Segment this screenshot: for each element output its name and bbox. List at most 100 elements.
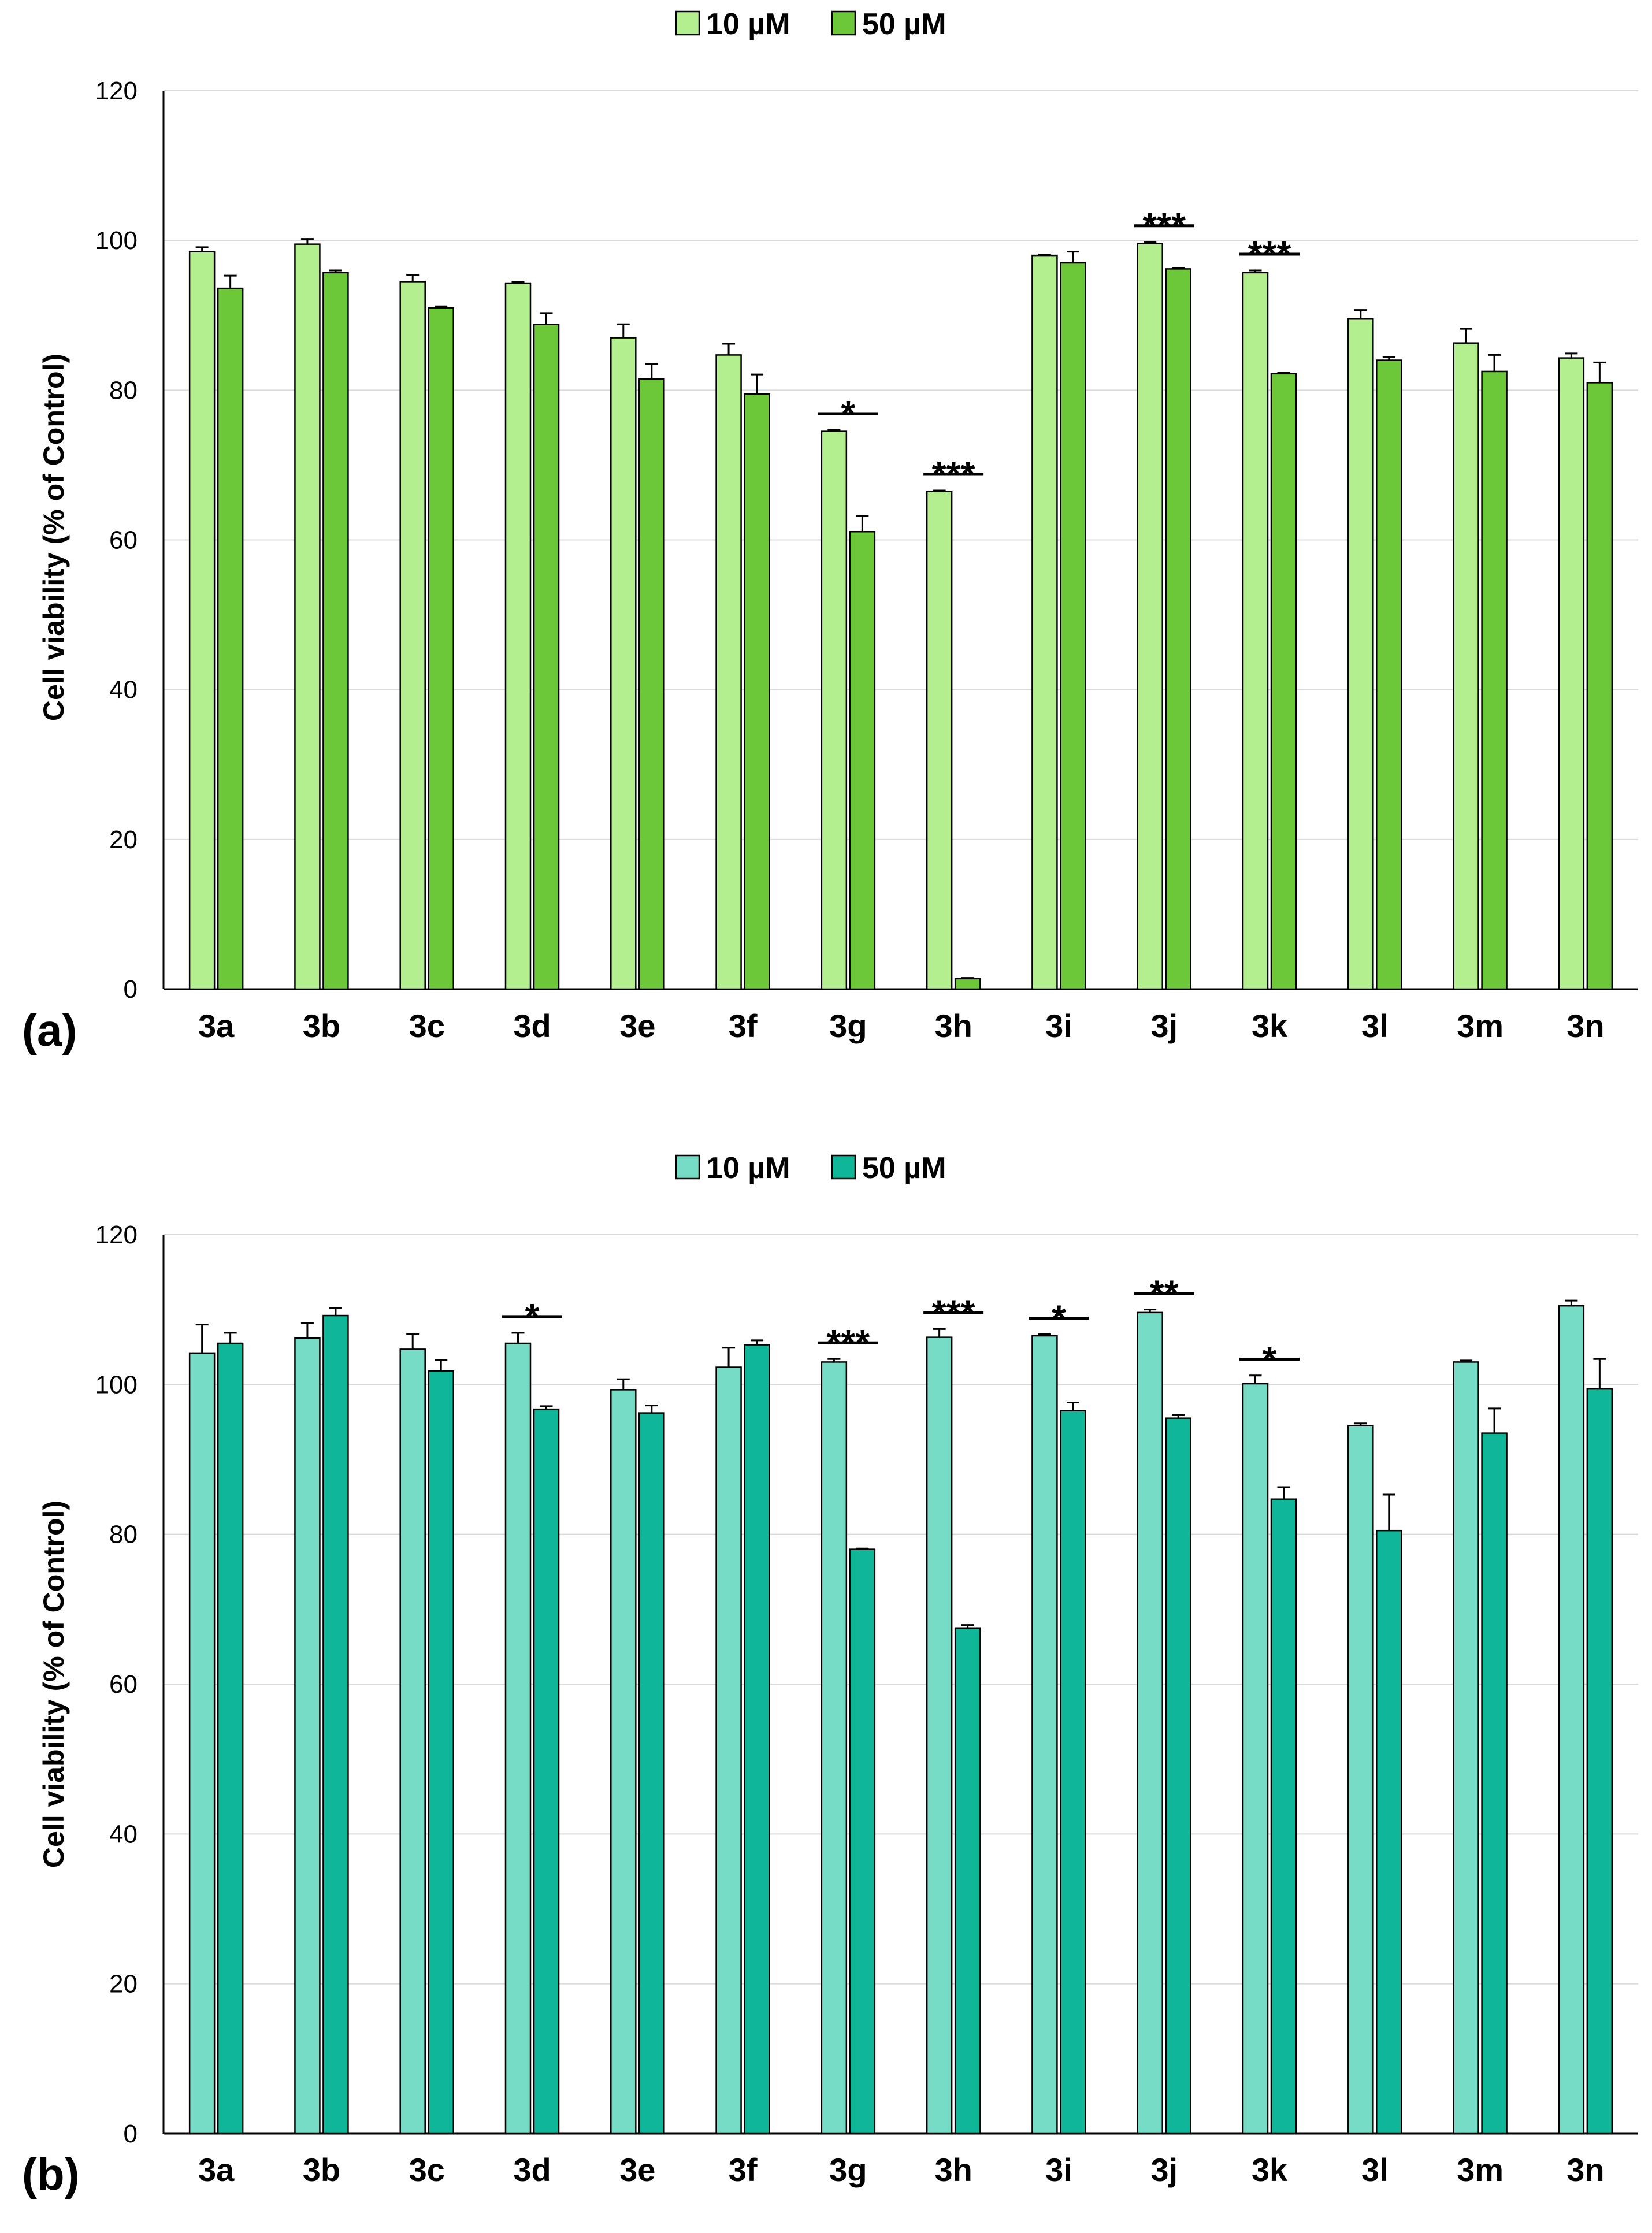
- y-tick-label: 0: [124, 2120, 138, 2148]
- bar: [638, 1412, 665, 2135]
- bar: [610, 337, 637, 990]
- x-tick-label: 3j: [1150, 1008, 1178, 1044]
- bar: [322, 1314, 349, 2135]
- bar: [1347, 318, 1374, 990]
- legend-label: 10 µM: [706, 8, 790, 41]
- x-tick-label: 3n: [1566, 2152, 1604, 2188]
- bar: [1558, 357, 1585, 990]
- x-tick-label: 3c: [409, 2152, 445, 2188]
- x-tick-label: 3b: [303, 1008, 340, 1044]
- bar: [217, 287, 244, 990]
- y-tick-label: 100: [95, 1370, 138, 1399]
- bar: [926, 1336, 953, 2135]
- bar: [1031, 1335, 1058, 2135]
- x-tick-label: 3l: [1361, 2152, 1389, 2188]
- bar: [849, 1548, 876, 2135]
- x-tick-label: 3c: [409, 1008, 445, 1044]
- x-tick-label: 3m: [1457, 1008, 1503, 1044]
- bar: [638, 378, 665, 990]
- y-axis-label: Cell viability (% of Control): [38, 354, 70, 721]
- significance-marker: *: [1263, 1339, 1277, 1380]
- y-tick-label: 80: [109, 376, 138, 404]
- bar: [1376, 1529, 1402, 2135]
- y-tick-label: 40: [109, 676, 138, 704]
- bar: [428, 307, 454, 990]
- legend-label: 50 µM: [862, 1151, 946, 1185]
- x-tick-label: 3g: [829, 2152, 867, 2188]
- y-axis-label: Cell viability (% of Control): [38, 1500, 70, 1868]
- bar: [294, 1337, 321, 2135]
- x-tick-label: 3a: [198, 2152, 235, 2188]
- y-tick-label: 80: [109, 1521, 138, 1549]
- significance-marker: ***: [1142, 205, 1186, 247]
- bar: [533, 324, 560, 990]
- x-tick-label: 3n: [1566, 1008, 1604, 1044]
- bar: [715, 354, 742, 990]
- y-tick-label: 120: [95, 1221, 138, 1249]
- significance-marker: ***: [826, 1322, 870, 1363]
- bar: [1481, 1432, 1508, 2135]
- significance-marker: ***: [1248, 233, 1291, 275]
- bar: [1453, 1361, 1479, 2135]
- significance-marker: ***: [932, 454, 975, 495]
- x-tick-label: 3g: [829, 1008, 867, 1044]
- x-tick-label: 3d: [513, 1008, 551, 1044]
- bar: [715, 1366, 742, 2135]
- y-tick-label: 100: [95, 226, 138, 255]
- panel-label: (b): [22, 2149, 80, 2199]
- bar: [428, 1370, 454, 2135]
- significance-marker: *: [841, 393, 855, 434]
- y-tick-label: 60: [109, 1670, 138, 1699]
- significance-marker: ***: [932, 1292, 975, 1333]
- bar: [188, 1352, 216, 2135]
- x-tick-label: 3b: [303, 2152, 340, 2188]
- bar: [1165, 1417, 1191, 2135]
- bar: [926, 491, 953, 990]
- panel-b: 0 20 40 60 80 100 120 Cell viability (% of Cont…: [22, 1151, 1638, 2199]
- bar: [1242, 1383, 1269, 2135]
- x-tick-label: 3f: [729, 1008, 758, 1044]
- bar: [1453, 342, 1479, 990]
- bar: [1347, 1425, 1374, 2135]
- y-tick-label: 0: [124, 975, 138, 1004]
- x-tick-label: 3l: [1361, 1008, 1389, 1044]
- significance-marker: **: [1150, 1273, 1179, 1314]
- y-tick-label: 120: [95, 77, 138, 105]
- x-tick-label: 3f: [729, 2152, 758, 2188]
- bar: [1137, 243, 1163, 990]
- bar: [1481, 370, 1508, 990]
- y-tick-label: 20: [109, 826, 138, 854]
- x-tick-label: 3a: [198, 1008, 235, 1044]
- bar: [821, 1361, 848, 2135]
- bar: [533, 1408, 560, 2135]
- y-tick-label: 40: [109, 1820, 138, 1848]
- bar: [1060, 1410, 1086, 2135]
- bar: [744, 393, 770, 990]
- bar: [1242, 272, 1269, 990]
- bar: [954, 978, 981, 990]
- bar: [954, 1627, 981, 2135]
- legend-label: 50 µM: [862, 8, 946, 41]
- x-tick-label: 3m: [1457, 2152, 1503, 2188]
- bar: [1060, 262, 1086, 990]
- x-tick-label: 3k: [1252, 1008, 1288, 1044]
- legend-swatch: [831, 1154, 856, 1180]
- x-tick-label: 3h: [934, 1008, 972, 1044]
- bar: [217, 1342, 244, 2135]
- bar: [1270, 1498, 1297, 2135]
- bar: [1270, 373, 1297, 990]
- bar: [1165, 268, 1191, 990]
- significance-marker: *: [1052, 1297, 1066, 1339]
- legend-label: 10 µM: [706, 1151, 790, 1185]
- x-tick-label: 3i: [1045, 1008, 1072, 1044]
- bar: [322, 272, 349, 990]
- significance-marker: *: [525, 1296, 540, 1337]
- bar: [1586, 382, 1613, 990]
- y-tick-label: 20: [109, 1970, 138, 1998]
- bar: [821, 430, 848, 990]
- x-tick-label: 3h: [934, 2152, 972, 2188]
- bar: [504, 1342, 532, 2135]
- bar: [399, 1348, 426, 2135]
- x-tick-label: 3e: [619, 2152, 655, 2188]
